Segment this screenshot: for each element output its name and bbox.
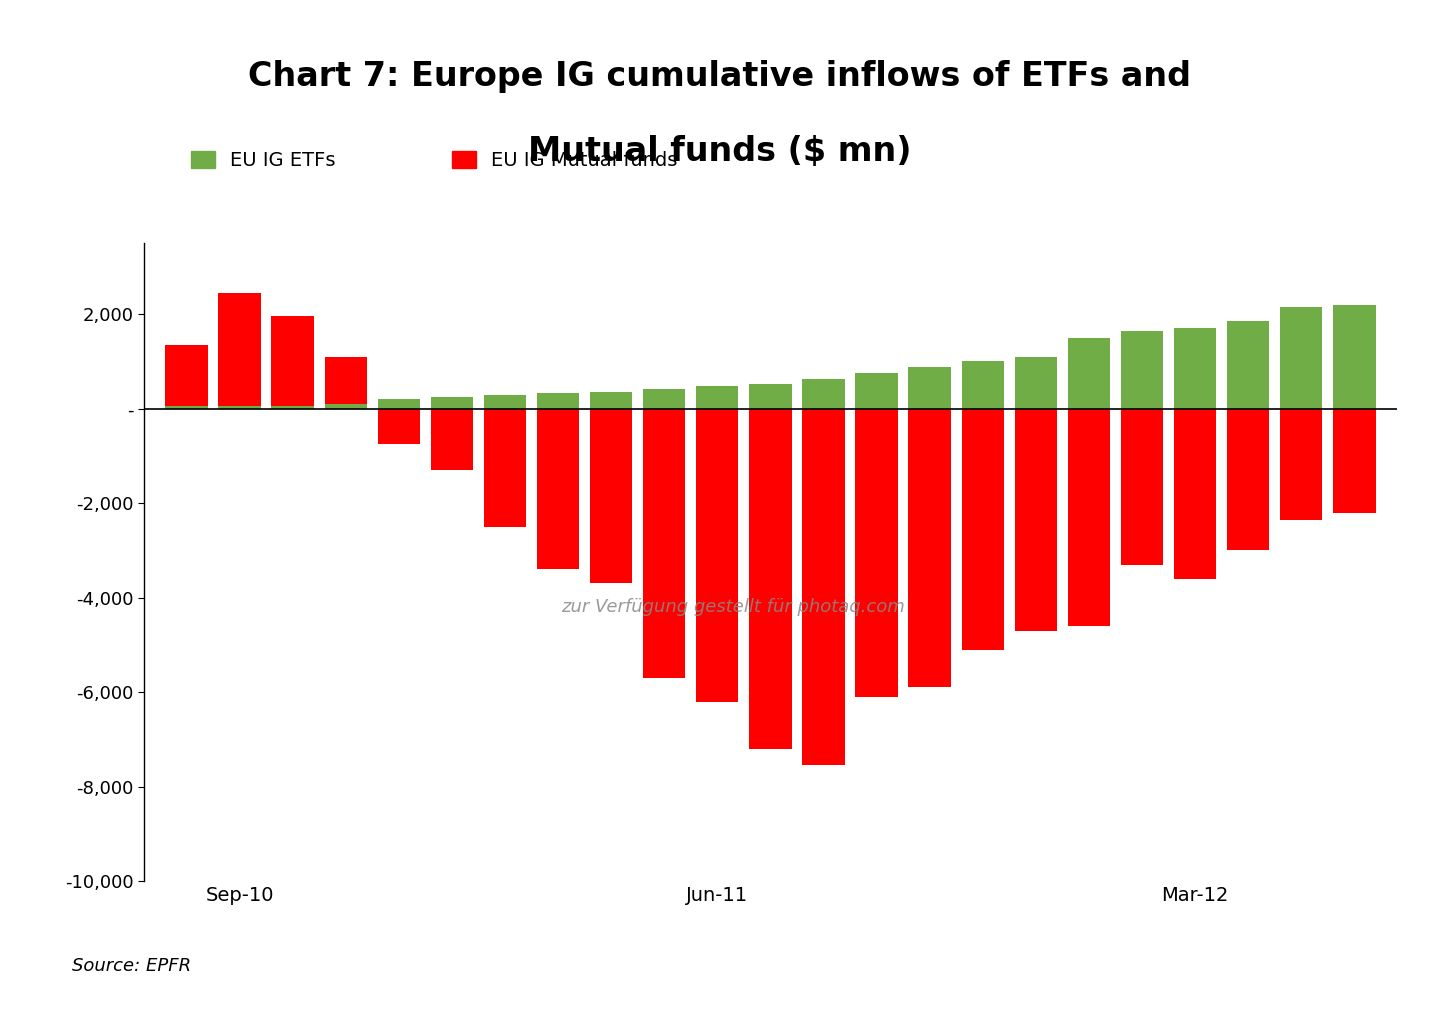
Bar	[166, 406, 207, 408]
Bar	[802, 379, 845, 408]
Bar	[431, 397, 474, 408]
Bar	[855, 373, 897, 408]
Bar	[377, 399, 420, 408]
Bar	[1227, 321, 1269, 408]
Bar	[324, 357, 367, 408]
Bar	[1067, 337, 1110, 408]
Bar	[644, 408, 685, 678]
Bar	[909, 368, 950, 408]
Bar	[644, 389, 685, 408]
Bar	[537, 408, 579, 569]
Text: Chart 7: Europe IG cumulative inflows of ETFs and: Chart 7: Europe IG cumulative inflows of…	[249, 61, 1191, 93]
Bar	[537, 393, 579, 408]
Bar	[749, 408, 792, 749]
Bar	[484, 408, 526, 527]
Bar	[590, 408, 632, 583]
Bar	[1120, 330, 1164, 408]
Bar	[272, 316, 314, 408]
Legend: EU IG ETFs, EU IG Mutual funds: EU IG ETFs, EU IG Mutual funds	[192, 151, 678, 170]
Bar	[1174, 328, 1217, 408]
Bar	[272, 406, 314, 408]
Bar	[696, 386, 739, 408]
Bar	[696, 408, 739, 702]
Text: Mutual funds ($ mn): Mutual funds ($ mn)	[528, 136, 912, 168]
Bar	[484, 395, 526, 408]
Bar	[590, 392, 632, 408]
Bar	[431, 408, 474, 470]
Bar	[377, 408, 420, 444]
Bar	[962, 362, 1004, 408]
Bar	[1227, 408, 1269, 550]
Bar	[166, 344, 207, 408]
Bar	[219, 293, 261, 408]
Bar	[855, 408, 897, 697]
Text: Source: EPFR: Source: EPFR	[72, 957, 192, 976]
Bar	[1120, 408, 1164, 564]
Bar	[1280, 408, 1322, 520]
Bar	[324, 404, 367, 408]
Bar	[1067, 408, 1110, 626]
Bar	[1015, 357, 1057, 408]
Bar	[962, 408, 1004, 649]
Bar	[1333, 305, 1375, 408]
Bar	[1280, 307, 1322, 408]
Bar	[219, 406, 261, 408]
Bar	[1333, 408, 1375, 513]
Bar	[1015, 408, 1057, 631]
Bar	[1174, 408, 1217, 578]
Text: zur Verfügung gestellt für photaq.com: zur Verfügung gestellt für photaq.com	[562, 598, 904, 616]
Bar	[909, 408, 950, 688]
Bar	[749, 384, 792, 408]
Bar	[802, 408, 845, 766]
